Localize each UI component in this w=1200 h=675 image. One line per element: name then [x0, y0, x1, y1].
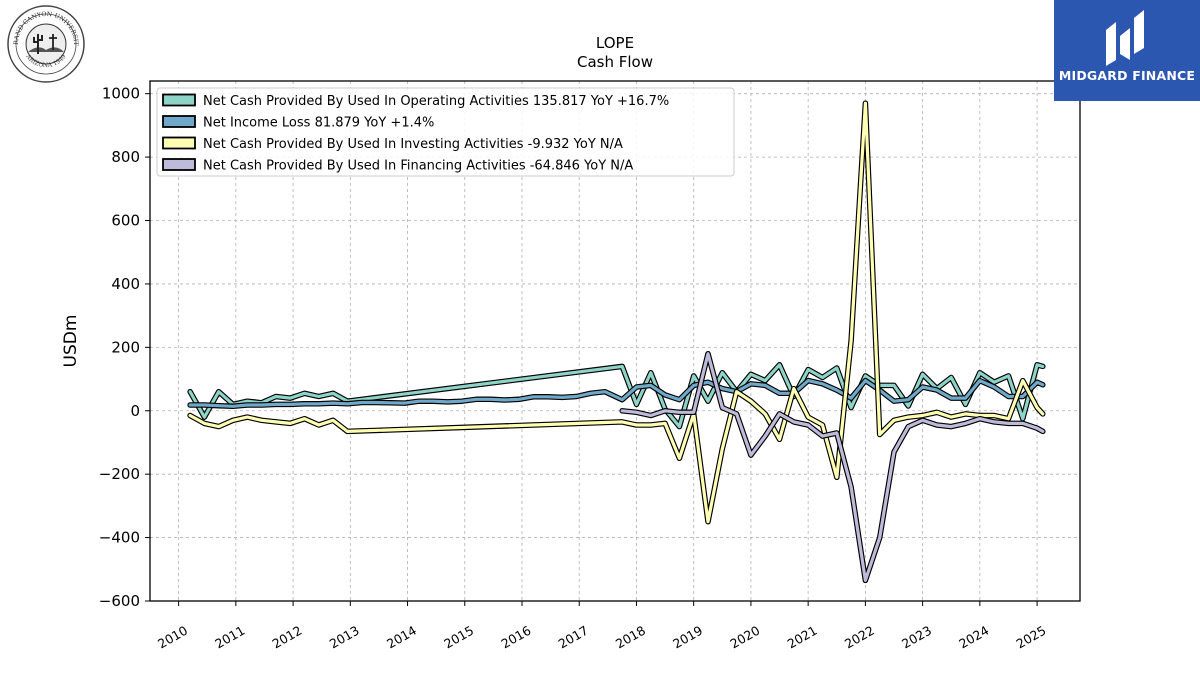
series-line-1: [187, 362, 1046, 430]
y-tick-label: 0: [130, 402, 140, 420]
legend-box: [156, 87, 735, 177]
x-tick-label: 2012: [270, 623, 305, 652]
plot-frame: [149, 80, 1081, 602]
y-tick-label: 400: [111, 275, 140, 293]
x-tick-label: 2015: [441, 623, 476, 652]
university-seal-logo: GRAND CANYON UNIVERSITY ARIZONA 1949: [6, 4, 85, 83]
x-tick-label: 2014: [384, 623, 419, 652]
x-tick-label: 2019: [670, 623, 705, 652]
series-line-3: [187, 100, 1046, 525]
x-tick-label: 2023: [899, 623, 934, 652]
x-tick-label: 2011: [212, 623, 247, 652]
x-tick-label: 2020: [727, 623, 762, 652]
y-tick-label: −400: [99, 529, 140, 547]
x-tick-label: 2010: [155, 623, 190, 652]
legend-swatch: [162, 136, 196, 150]
brand-name: MIDGARD FINANCE: [1058, 68, 1196, 83]
brand-mark-icon: [1106, 10, 1144, 66]
x-tick-label: 2024: [956, 623, 991, 652]
x-tick-label: 2021: [785, 623, 820, 652]
legend: Net Cash Provided By Used In Operating A…: [156, 87, 735, 177]
y-tick-label: 200: [111, 338, 140, 356]
chart-subtitle: Cash Flow: [577, 53, 653, 71]
series-line-4: [619, 350, 1046, 584]
series-line-2: [187, 377, 1046, 410]
legend-swatch: [162, 115, 196, 128]
x-tick-label: 2017: [556, 623, 591, 652]
legend-entry: Net Cash Provided By Used In Financing A…: [203, 159, 633, 174]
x-tick-label: 2016: [498, 623, 533, 652]
legend-swatch: [162, 93, 196, 107]
y-tick-label: 800: [111, 148, 140, 166]
x-tick-label: 2013: [327, 623, 362, 652]
y-tick-label: 1000: [102, 85, 140, 103]
y-tick-label: −200: [99, 465, 140, 483]
x-tick-label: 2018: [613, 623, 648, 652]
legend-entry: Net Cash Provided By Used In Investing A…: [203, 137, 623, 152]
chart-title: LOPE: [596, 34, 634, 52]
legend-entry: Net Income Loss 81.879 YoY +1.4%: [203, 116, 434, 131]
x-tick-label: 2022: [842, 623, 877, 652]
y-tick-label: −600: [99, 592, 140, 610]
midgard-finance-logo: MIDGARD FINANCE: [1054, 0, 1200, 101]
y-axis-label: USDm: [61, 315, 81, 368]
legend-entry: Net Cash Provided By Used In Operating A…: [203, 94, 669, 109]
series-lines: [187, 100, 1046, 584]
y-tick-label: 600: [111, 212, 140, 230]
legend-swatch: [162, 158, 196, 171]
x-tick-label: 2025: [1014, 623, 1049, 652]
